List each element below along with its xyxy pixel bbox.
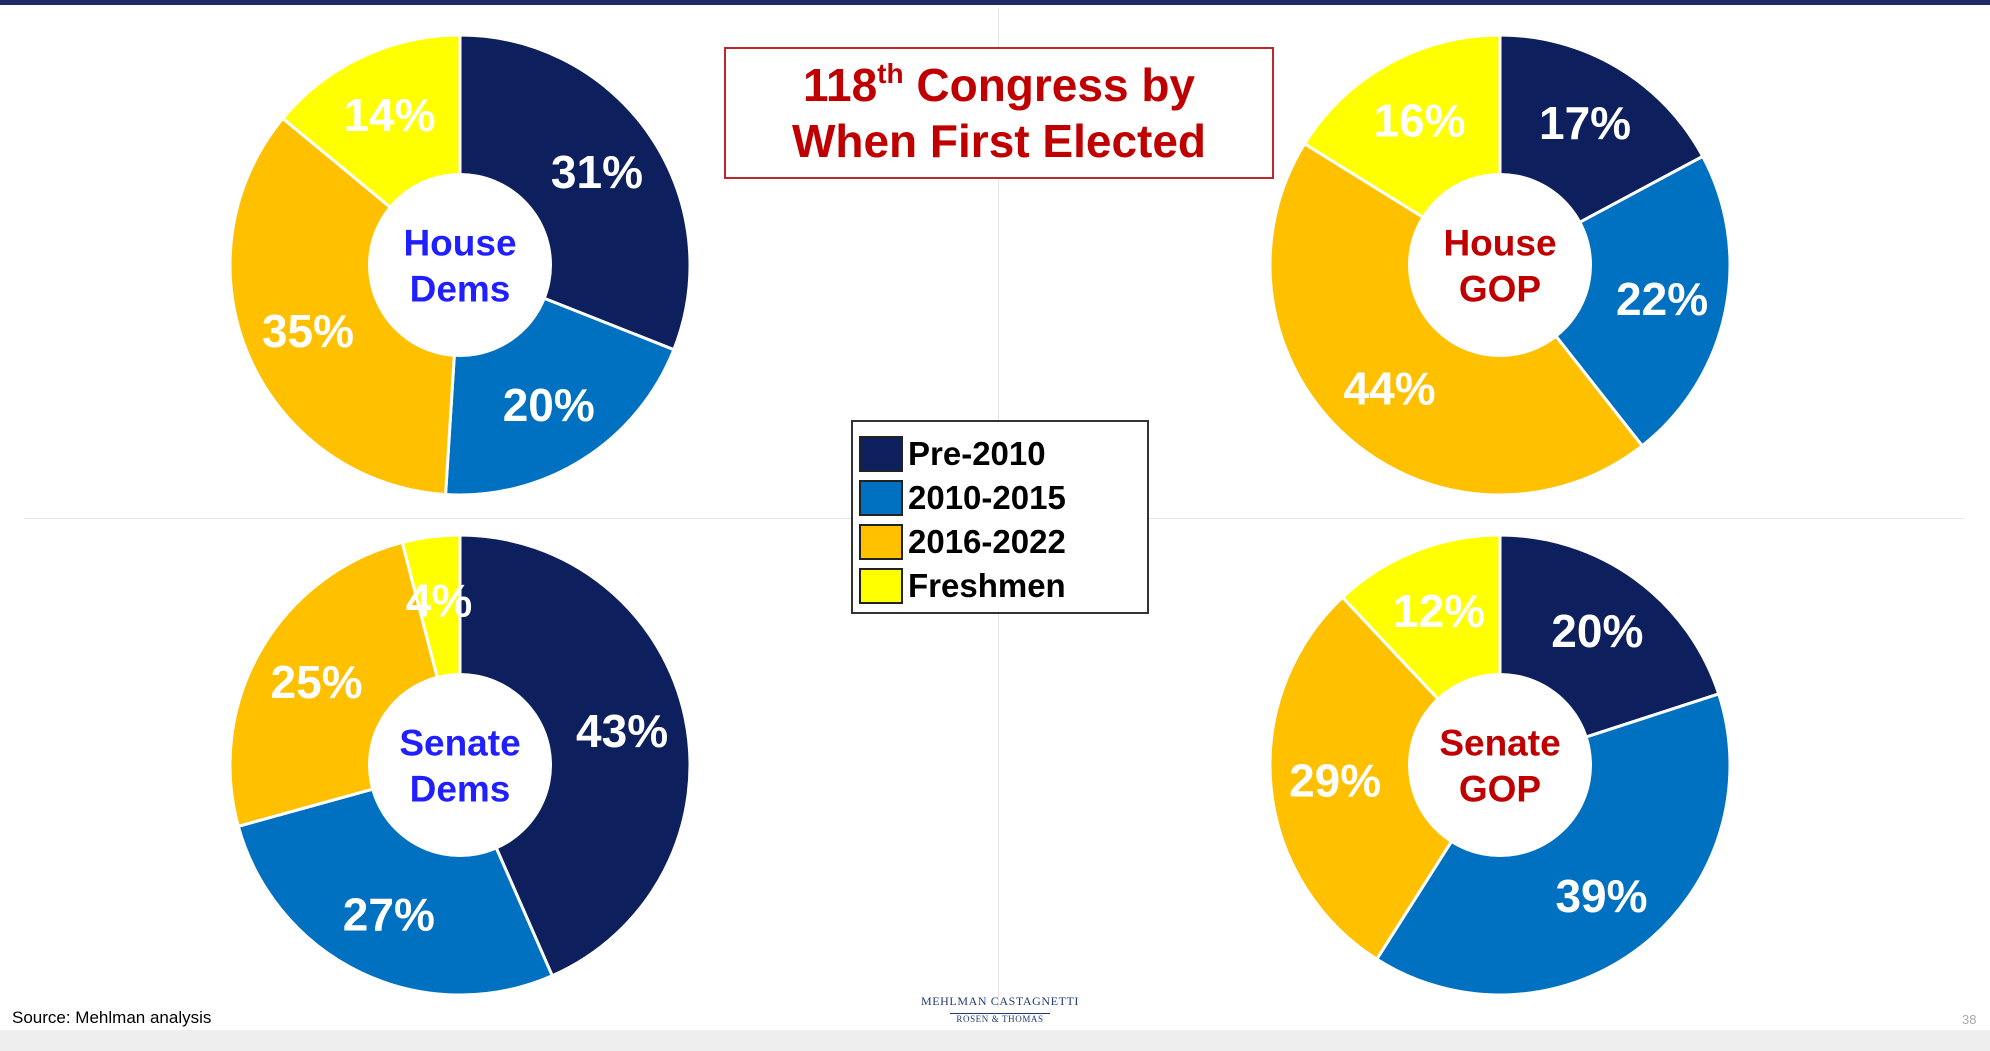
data-label: 20% (1551, 605, 1643, 657)
donut-hole (368, 673, 552, 857)
pie-slice-2016-2022 (1268, 595, 1502, 962)
donut-chart-senate-gop: 20% 39% 29% 12% Senate GOP (1268, 533, 1732, 997)
legend-swatch (859, 436, 903, 472)
legend-label: 2016-2022 (908, 523, 1066, 560)
center-label-line-1: Senate (399, 723, 520, 764)
company-logo: MEHLMAN CASTAGNETTI ROSEN & THOMAS (900, 994, 1100, 1027)
center-label-line-2: GOP (1459, 269, 1541, 310)
donut-hole (368, 173, 552, 357)
center-label-line-2: Dems (410, 769, 511, 810)
data-label: 17% (1539, 97, 1631, 149)
data-label: 27% (343, 889, 435, 941)
data-label: 43% (576, 705, 668, 757)
top-accent-bar (0, 0, 1990, 5)
center-label-line-2: Dems (410, 269, 511, 310)
legend-label: Pre-2010 (908, 435, 1046, 472)
page-number: 38 (1962, 1012, 1977, 1027)
data-label: 22% (1616, 273, 1708, 325)
data-label: 29% (1289, 755, 1381, 807)
chart-legend: Pre-2010 2010-2015 2016-2022 Freshmen (851, 420, 1149, 614)
pie-slice-2016-2022 (228, 116, 462, 497)
legend-label: Freshmen (908, 567, 1066, 604)
donut-chart-house-gop: 17% 22% 44% 16% House GOP (1268, 33, 1732, 497)
legend-item-2016-2022: 2016-2022 (859, 520, 1147, 564)
center-label-line-1: Senate (1439, 723, 1560, 764)
donut-hole (1408, 173, 1592, 357)
pie-slice-2010-2015 (1497, 154, 1732, 448)
logo-line-1: MEHLMAN CASTAGNETTI (920, 994, 1080, 1008)
data-label: 39% (1555, 870, 1647, 922)
data-label: 20% (503, 379, 595, 431)
legend-swatch (859, 480, 903, 516)
legend-item-2010-2015: 2010-2015 (859, 476, 1147, 520)
legend-label: 2010-2015 (908, 479, 1066, 516)
legend-swatch (859, 568, 903, 604)
center-label-line-1: House (1443, 223, 1556, 264)
pie-slice-2010-2015 (1374, 692, 1732, 997)
pie-slice-pre-2010 (458, 533, 692, 978)
slide-title: 118th Congress by When First Elected (724, 47, 1274, 179)
center-label-line-1: House (403, 223, 516, 264)
center-label-line-2: GOP (1459, 769, 1541, 810)
donut-chart-senate-dems: 43% 27% 25% 4% Senate Dems (228, 533, 692, 997)
data-label: 35% (262, 305, 354, 357)
legend-item-pre-2010: Pre-2010 (859, 432, 1147, 476)
data-label: 31% (551, 146, 643, 198)
title-line-1: 118th Congress by (802, 58, 1196, 111)
data-label: 4% (406, 575, 472, 627)
data-label: 25% (271, 656, 363, 708)
data-label: 14% (343, 89, 435, 141)
source-note: Source: Mehlman analysis (12, 1008, 212, 1027)
donut-chart-house-dems: 31% 20% 35% 14% House Dems (228, 33, 692, 497)
title-line-2: When First Elected (791, 115, 1207, 167)
legend-swatch (859, 524, 903, 560)
data-label: 16% (1373, 94, 1465, 146)
data-label: 12% (1393, 585, 1485, 637)
data-label: 44% (1344, 362, 1436, 414)
logo-line-2: ROSEN & THOMAS (950, 1013, 1050, 1024)
legend-item-freshmen: Freshmen (859, 564, 1147, 608)
donut-hole (1408, 673, 1592, 857)
